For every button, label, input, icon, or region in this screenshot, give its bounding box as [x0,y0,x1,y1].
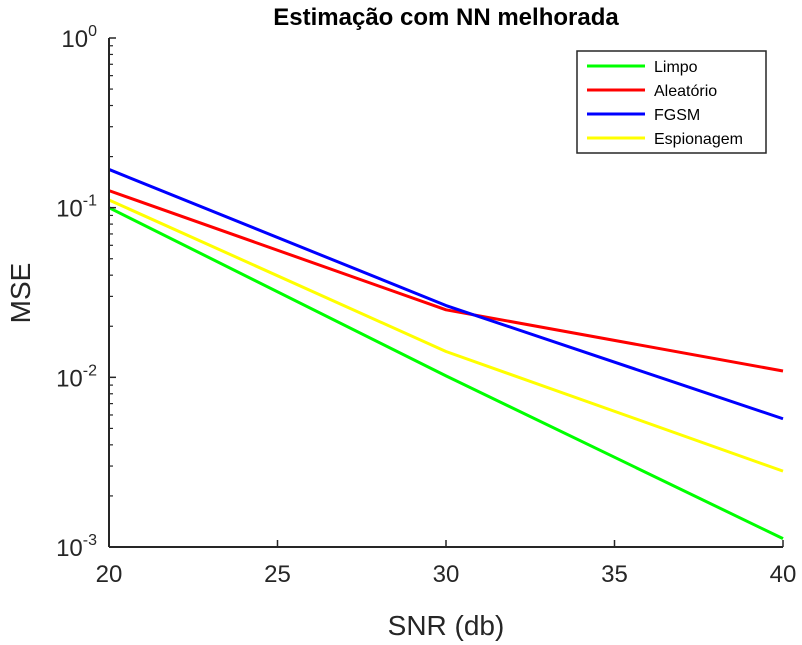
x-tick-label: 35 [601,561,628,588]
x-tick-label: 40 [770,561,797,588]
series-line-4 [108,198,784,473]
legend-box [576,50,767,154]
y-tick-label: 100 [61,23,97,53]
legend-label: Limpo [654,59,698,76]
y-axis-label: MSE [5,263,36,324]
legend: Limpo Aleatório FGSM Espionagem [576,50,767,154]
x-axis-label: SNR (db) [388,610,505,641]
x-tick-label: 25 [264,561,291,588]
chart-title: Estimação com NN melhorada [273,4,619,31]
x-tick-label: 20 [96,561,123,588]
y-axis-ticks: 10-3 10-2 10-1 100 [56,23,116,562]
legend-label: Aleatório [654,83,717,100]
x-tick-label: 30 [433,561,460,588]
legend-label: Espionagem [654,131,743,148]
series-line-3 [108,168,784,421]
y-tick-label: 10-3 [56,532,97,562]
series-line-1 [108,206,784,541]
y-tick-label: 10-1 [56,193,97,223]
y-tick-label: 10-2 [56,362,97,392]
x-axis-ticks: 20 25 30 35 40 [96,540,797,588]
plot-lines [108,168,784,541]
legend-label: FGSM [654,107,700,124]
series-line-2 [108,189,784,373]
